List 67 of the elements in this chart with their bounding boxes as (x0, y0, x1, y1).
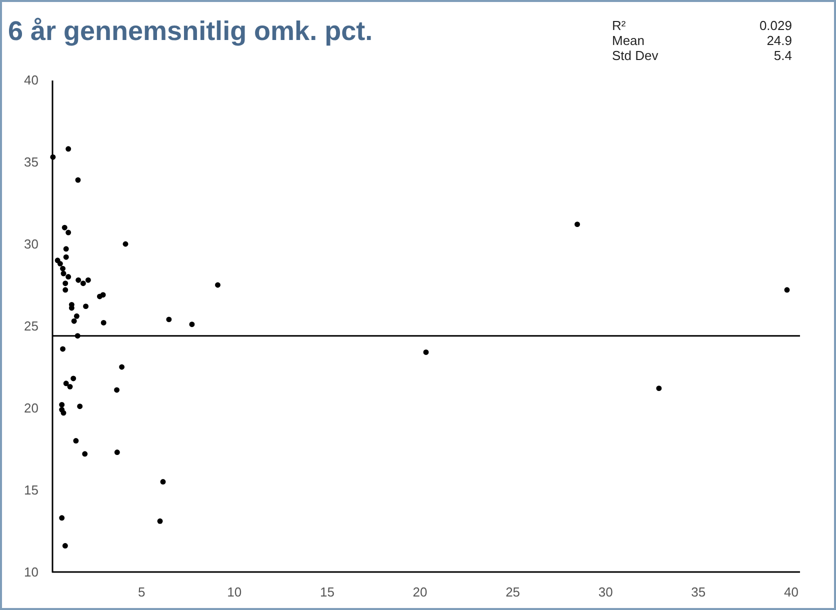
y-tick-label: 15 (24, 482, 38, 498)
point (215, 282, 220, 288)
point (70, 376, 76, 382)
x-tick-label: 35 (691, 584, 706, 600)
text: 0.029 (759, 18, 792, 33)
point (71, 318, 77, 324)
point (80, 280, 86, 286)
x-tick-label: 40 (784, 584, 798, 600)
point (62, 543, 68, 548)
chart-title: 6 år gennemsnitlig omk. pct. (8, 16, 373, 46)
point (60, 270, 66, 276)
point (59, 515, 65, 521)
point (166, 316, 172, 322)
point (50, 154, 56, 160)
point (76, 277, 82, 283)
point (60, 266, 66, 272)
point (574, 222, 580, 228)
text: 24.9 (766, 33, 792, 48)
y-tick-label: 10 (24, 564, 38, 580)
y-tick-label: 30 (24, 236, 38, 252)
point (85, 277, 91, 283)
point (157, 518, 163, 524)
point (423, 350, 429, 355)
point (60, 410, 66, 416)
point (57, 260, 63, 266)
point (82, 451, 88, 457)
point (114, 450, 120, 456)
y-tick-label: 35 (24, 154, 38, 170)
point (67, 384, 73, 390)
text: R² (612, 18, 626, 33)
point (66, 146, 72, 152)
point (160, 479, 166, 485)
point (122, 241, 128, 247)
y-tick-label: 25 (24, 318, 38, 334)
point (119, 364, 125, 370)
text: Std Dev (612, 48, 659, 63)
point (114, 387, 120, 393)
point (75, 177, 81, 183)
x-tick-label: 15 (320, 584, 334, 600)
x-tick-label: 5 (138, 584, 146, 600)
point (656, 386, 662, 392)
y-tick-label: 20 (24, 400, 38, 416)
point (62, 287, 68, 293)
point (60, 346, 66, 352)
point (63, 254, 69, 260)
point (66, 274, 72, 280)
y-tick-label: 40 (24, 72, 38, 88)
point (83, 304, 89, 310)
point (784, 287, 790, 293)
point (63, 246, 69, 252)
point (62, 224, 68, 230)
point (62, 280, 68, 286)
text: 5.4 (774, 48, 792, 63)
x-tick-label: 25 (506, 584, 520, 600)
point (77, 404, 83, 410)
point (100, 292, 106, 298)
point (100, 320, 106, 326)
text: Mean (612, 33, 645, 48)
point (59, 402, 65, 408)
x-tick-label: 10 (227, 584, 242, 600)
x-tick-label: 20 (412, 584, 428, 600)
point (189, 322, 195, 328)
point (66, 230, 72, 236)
point (73, 438, 79, 444)
point (63, 380, 69, 386)
point (74, 313, 80, 319)
x-tick-label: 30 (598, 584, 613, 600)
